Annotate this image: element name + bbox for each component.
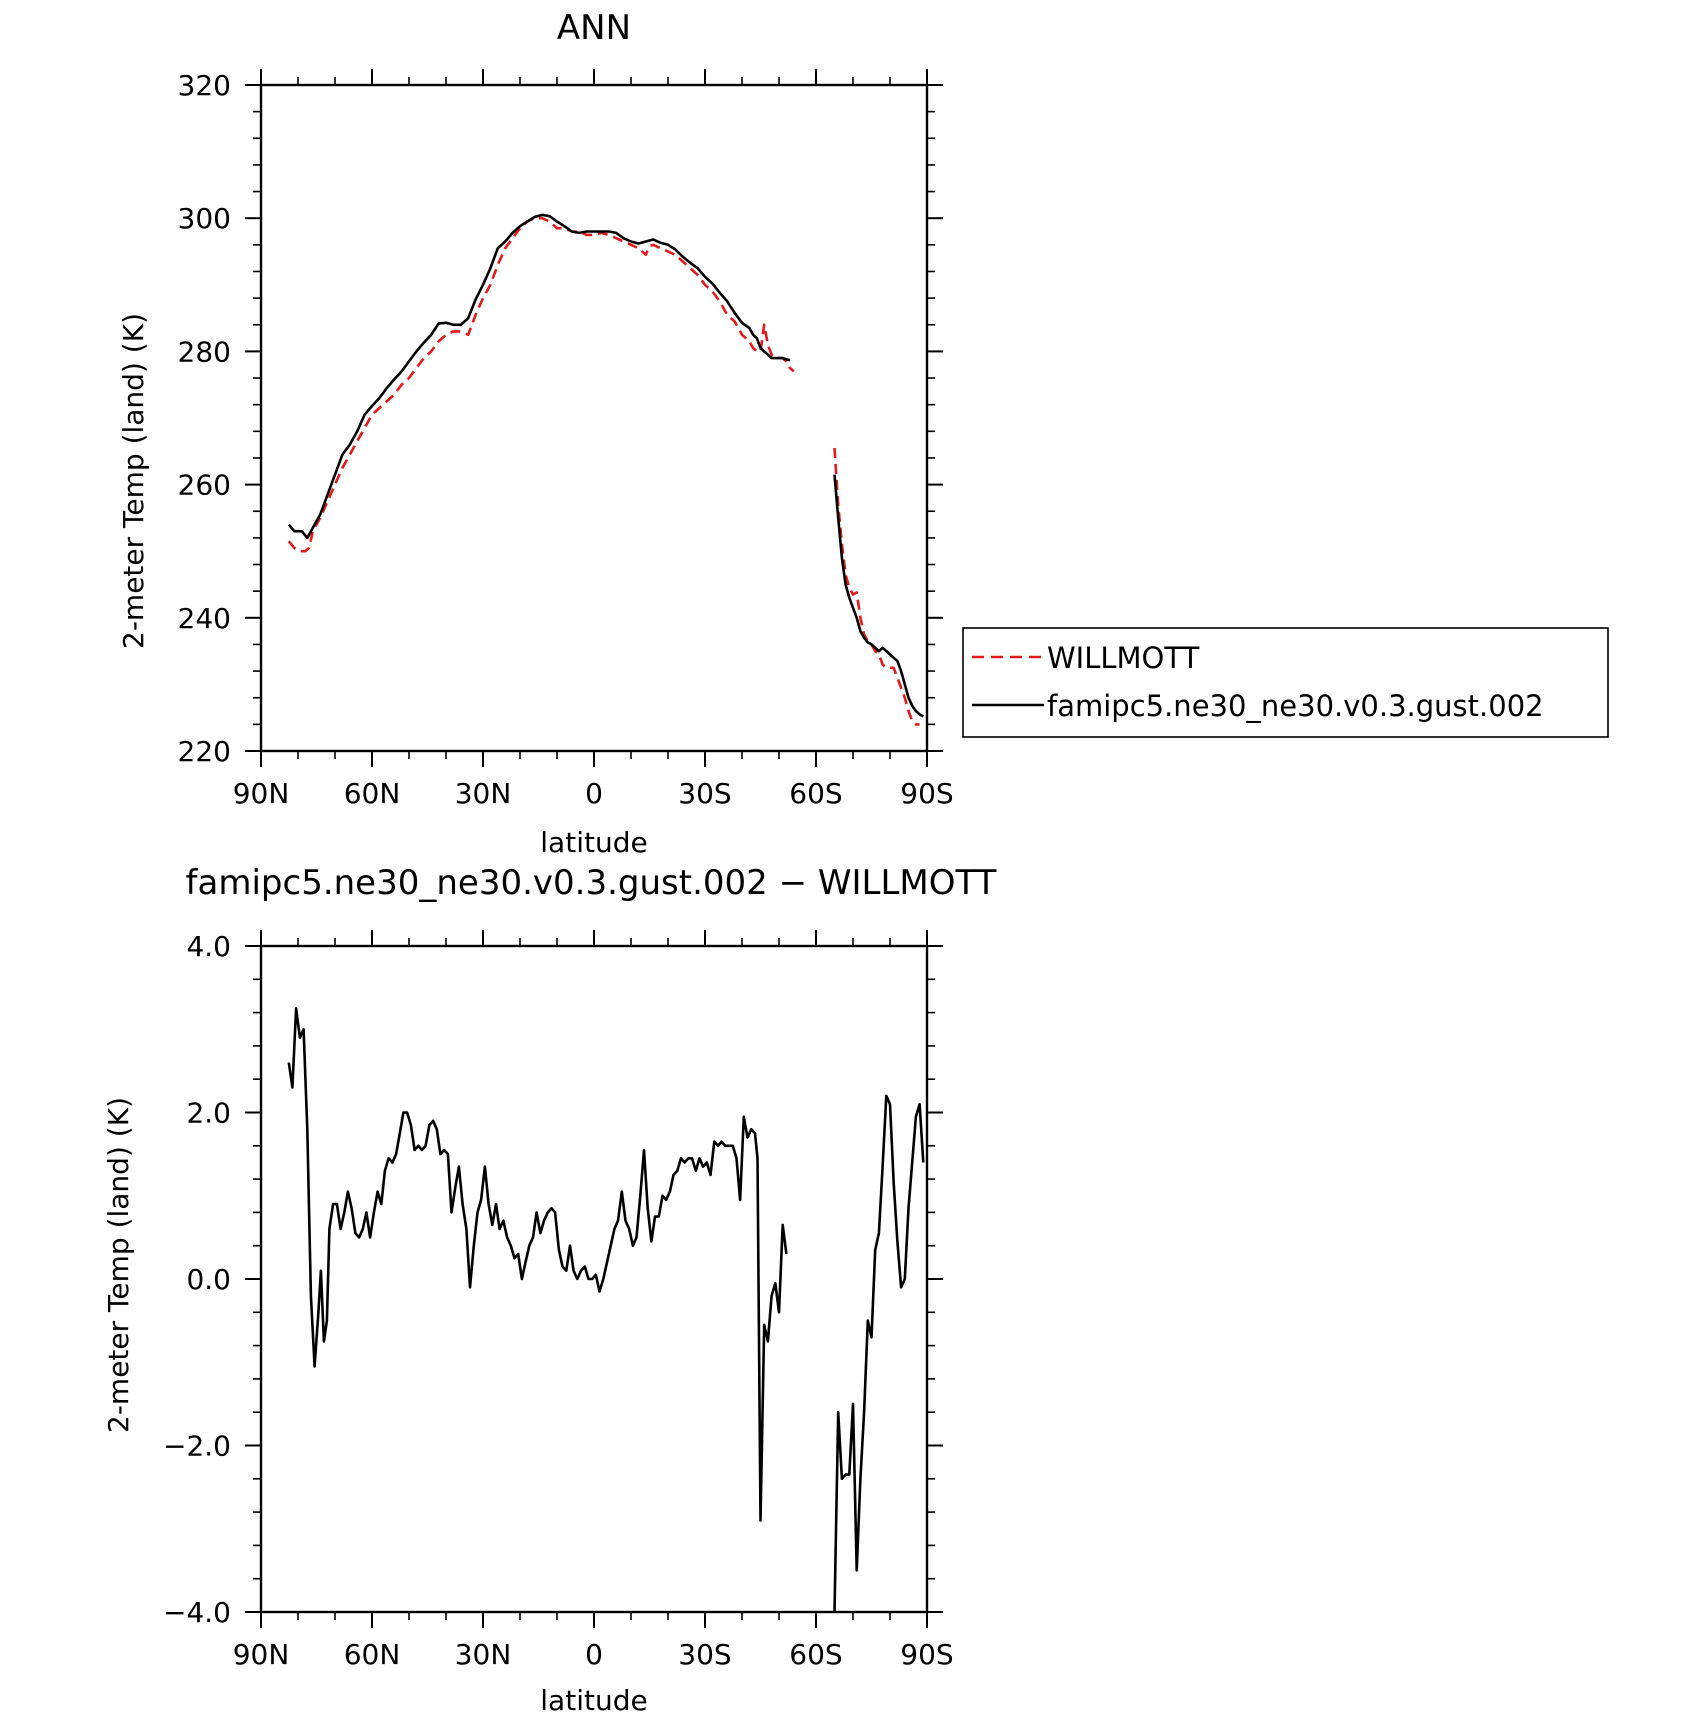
y-tick-label: 300 [178,202,231,235]
x-tick-label: 90S [900,777,953,810]
x-tick-label: 0 [585,777,603,810]
plot-frame [259,944,929,1614]
series-line-model [833,474,924,718]
x-tick-label: 60N [344,777,401,810]
top-chart-plot: 90N 60N 30N 0 30S 60S 90S 220 240 260 280 300 320 [178,69,954,810]
plot-frame [259,83,929,753]
x-tick-label: 60S [789,1638,842,1671]
x-tick-label: 0 [585,1638,603,1671]
y-tick-label: 240 [178,602,231,635]
y-tick-label: 260 [178,469,231,502]
legend-label-willmott: WILLMOTT [1047,641,1200,675]
x-tick-label: 30N [455,777,512,810]
y-tick-label: −4.0 [163,1596,231,1629]
y-tick-label: 220 [178,735,231,768]
x-tick-label: 90N [233,777,290,810]
top-chart-ylabel: 2-meter Temp (land) (K) [117,313,150,649]
legend: WILLMOTT famipc5.ne30_ne30.v0.3.gust.002 [962,627,1609,738]
series-line-model [833,1094,925,1613]
bottom-chart-title: famipc5.ne30_ne30.v0.3.gust.002 − WILLMO… [186,863,997,903]
x-tick-label: 60N [344,1638,401,1671]
y-tick-label: 280 [178,335,231,368]
top-chart-xlabel: latitude [540,826,647,859]
series-line-model [287,213,791,540]
x-tick-label: 90S [900,1638,953,1671]
legend-label-model: famipc5.ne30_ne30.v0.3.gust.002 [1047,689,1544,723]
bottom-chart-xlabel: latitude [540,1684,647,1713]
bottom-chart-plot: 90N 60N 30N 0 30S 60S 90S −4.0 −2.0 0.0 2.0 4.0 [163,930,954,1671]
y-tick-label: 4.0 [186,930,231,963]
x-tick-label: 30N [455,1638,512,1671]
series-line-willmott [833,447,920,726]
x-tick-label: 90N [233,1638,290,1671]
x-tick-label: 30S [678,777,731,810]
series-line-willmott [287,216,795,553]
x-tick-label: 30S [678,1638,731,1671]
y-tick-label: 2.0 [186,1097,231,1130]
legend-box [962,627,1609,738]
x-tick-label: 60S [789,777,842,810]
y-tick-label: 0.0 [186,1263,231,1296]
bottom-chart-ylabel: 2-meter Temp (land) (K) [102,1097,135,1433]
top-chart-title: ANN [557,8,631,48]
y-tick-label: 320 [178,69,231,102]
series-line-model [287,1007,788,1522]
y-tick-label: −2.0 [163,1430,231,1463]
